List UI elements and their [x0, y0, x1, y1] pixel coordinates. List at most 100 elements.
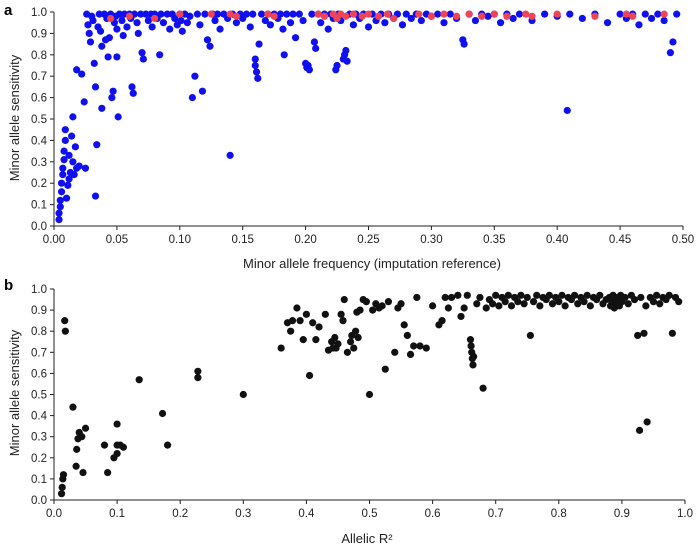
data-point-blue [509, 14, 517, 23]
x-tick-label: 0.9 [614, 508, 630, 520]
data-point-black [596, 291, 604, 299]
data-point-blue [57, 179, 66, 187]
x-tick-label: 0.40 [546, 234, 568, 246]
data-point-blue [188, 94, 196, 102]
data-point-blue [446, 10, 454, 18]
data-point-red [660, 10, 668, 18]
data-point-blue [251, 55, 259, 63]
data-point-blue [198, 87, 207, 95]
data-point-black [470, 352, 478, 361]
data-point-black [637, 293, 645, 302]
data-point-red [390, 14, 398, 23]
data-point-blue [434, 10, 442, 18]
data-point-blue [84, 21, 92, 29]
data-point-blue [61, 136, 69, 144]
x-tick-label: 0.35 [483, 234, 505, 246]
data-point-blue [305, 66, 313, 74]
data-point-black [61, 317, 69, 325]
data-point-black [78, 433, 86, 441]
data-point-blue [232, 19, 241, 27]
data-point-red [314, 10, 322, 18]
data-point-blue [295, 10, 303, 18]
data-point-red [629, 12, 637, 20]
data-point-black [586, 302, 594, 310]
data-point-blue [191, 72, 199, 80]
panel-a-x-ticks: 0.00 0.05 0.10 0.15 0.20 0.25 0.30 0.35 0.40 0.45… [43, 226, 694, 246]
data-point-blue [144, 16, 152, 25]
data-point-black [529, 298, 538, 306]
data-point-blue [381, 19, 389, 27]
data-point-blue [201, 10, 209, 18]
data-point-blue [213, 10, 222, 18]
data-point-blue [128, 83, 136, 91]
data-point-blue [93, 141, 101, 149]
data-point-black [548, 300, 557, 308]
data-point-blue [60, 147, 68, 155]
data-point-black [158, 409, 167, 418]
data-point-black [507, 302, 516, 310]
data-point-blue [257, 10, 266, 18]
data-point-black [312, 336, 320, 344]
data-point-blue [312, 44, 320, 52]
data-point-black [561, 302, 569, 310]
data-point-black [194, 374, 202, 382]
data-point-red [320, 12, 329, 20]
data-point-red [452, 12, 461, 20]
data-point-black [469, 361, 477, 369]
data-point-blue [129, 89, 137, 97]
data-point-black [299, 336, 307, 344]
data-point-blue [166, 25, 174, 33]
data-point-blue [541, 10, 549, 18]
data-point-blue [578, 14, 586, 23]
data-point-black [457, 312, 465, 321]
data-point-black [545, 291, 553, 299]
data-point-black [668, 329, 676, 337]
data-point-blue [89, 16, 97, 25]
data-point-blue [183, 19, 191, 27]
x-tick-label: 0.30 [420, 234, 442, 246]
data-point-blue [280, 51, 288, 59]
x-tick-label: 0.6 [425, 508, 441, 520]
data-point-red [125, 12, 134, 20]
data-point-blue [342, 46, 350, 55]
data-point-black [287, 327, 295, 335]
data-point-black [277, 344, 285, 352]
y-tick-label: 0.7 [31, 347, 47, 359]
x-tick-label: 1.0 [677, 508, 693, 520]
x-tick-label: 0.8 [551, 508, 567, 520]
data-point-red [264, 10, 272, 18]
data-point-blue [566, 10, 574, 18]
data-point-black [321, 310, 329, 318]
data-point-blue [641, 10, 649, 18]
data-point-black [305, 371, 314, 380]
data-point-black [302, 310, 310, 318]
data-point-black [293, 304, 301, 312]
data-point-blue [57, 188, 66, 196]
data-point-black [79, 468, 87, 477]
data-point-blue [59, 164, 67, 172]
x-tick-label: 0.05 [106, 234, 128, 246]
panel-b-x-axis-label: Allelic R² [341, 531, 393, 546]
panel-a-x-axis-label: Minor allele frequency (imputation refer… [243, 256, 501, 271]
data-point-black [384, 298, 393, 306]
data-point-red [151, 14, 159, 23]
data-point-black [441, 293, 449, 302]
data-point-blue [343, 57, 351, 65]
data-point-blue [98, 42, 106, 50]
y-tick-label: 0.4 [31, 411, 48, 423]
data-point-black [72, 462, 80, 470]
data-point-blue [496, 19, 505, 27]
data-point-black [406, 350, 415, 359]
data-point-blue [286, 19, 295, 27]
data-point-black [514, 298, 522, 306]
data-point-black [570, 291, 579, 299]
y-tick-label: 0.6 [31, 93, 47, 105]
data-point-blue [56, 203, 64, 211]
data-point-black [463, 291, 471, 299]
data-point-blue [105, 34, 113, 42]
data-point-black [381, 365, 389, 373]
panel-b-label: b [4, 277, 13, 294]
data-point-red [358, 12, 366, 20]
data-point-blue [616, 10, 624, 18]
data-point-black [416, 342, 424, 350]
